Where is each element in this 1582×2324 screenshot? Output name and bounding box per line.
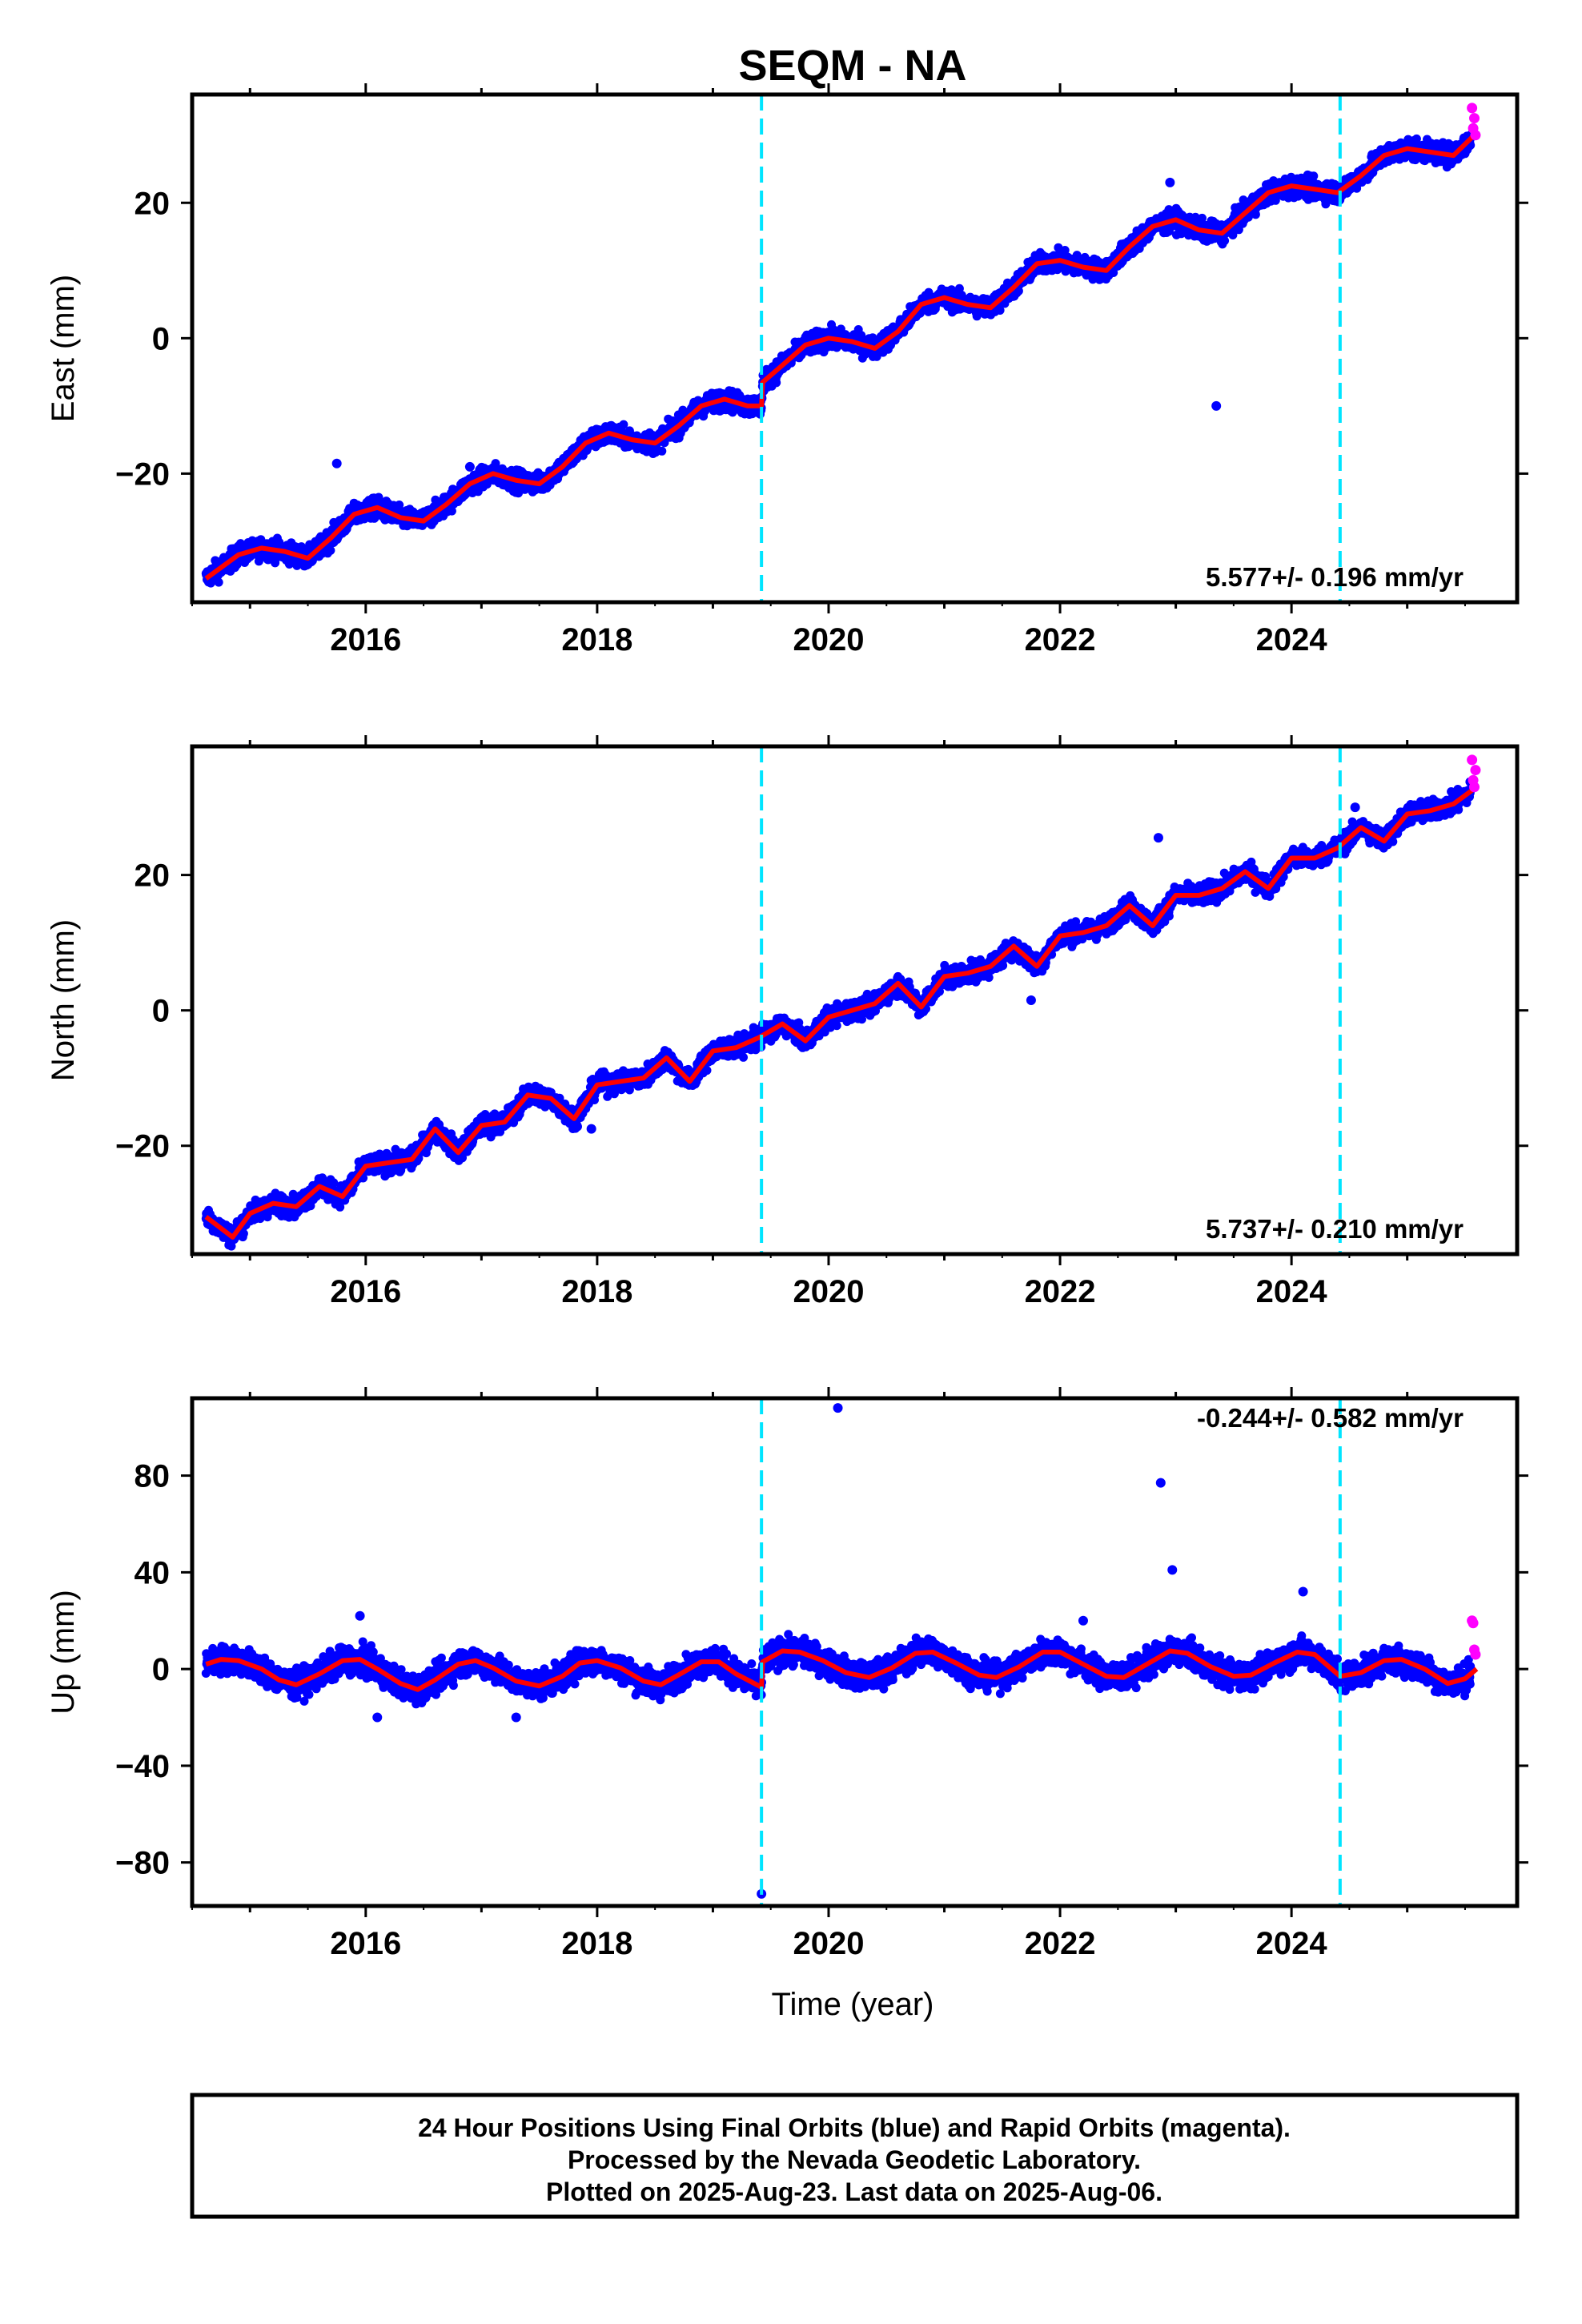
east-final-point [657,446,667,456]
north-final-point [227,1241,236,1251]
east-data-layer [201,94,1481,602]
east-final-point [1060,246,1070,255]
east-y-axis-label: East (mm) [46,275,81,422]
east-rate-label: 5.577+/- 0.196 mm/yr [1206,562,1464,592]
east-x-tick-label: 2024 [1256,622,1328,657]
east-final-point [1251,210,1260,219]
east-x-tick-label: 2022 [1025,622,1096,657]
east-final-point [214,577,223,587]
east-final-point [1309,171,1319,181]
east-outlier-point [464,461,475,472]
north-final-point [239,1228,248,1238]
east-plot-frame [190,92,1520,605]
panel-east: 2016 2018 2020 2022 2024 −20 0 20 East (mm) 5.5… [46,83,1528,657]
east-final-point [1411,134,1421,143]
east-y-tick-label: 20 [135,186,171,221]
north-final-point [318,1173,327,1183]
east-x-tick-label: 2016 [330,622,401,657]
east-outlier-point [1165,177,1175,187]
east-rapid-point [1467,103,1478,114]
east-final-point [1220,236,1230,246]
east-y-tick-label: −20 [115,456,170,492]
east-final-point [326,545,335,555]
east-axes-layer: 2016 2018 2020 2022 2024 −20 0 20 [115,83,1528,657]
east-outlier-point [331,458,342,468]
east-final-orbit-points [201,130,1476,588]
east-final-point [1228,231,1238,239]
east-x-tick-label: 2020 [793,622,864,657]
east-y-tick-label: 0 [152,321,170,356]
east-rapid-point [1469,113,1480,124]
east-final-point [995,306,1005,315]
north-plot-area [201,754,1481,1251]
east-outlier-point [1211,400,1222,411]
north-data-layer [201,746,1481,1254]
east-final-point [619,420,628,429]
east-final-point [491,459,500,468]
east-rapid-point [1470,130,1481,141]
east-x-tick-label: 2018 [561,622,632,657]
north-final-point [329,1178,339,1188]
east-rapid-orbit-points [1467,103,1481,141]
east-plot-area [201,103,1481,588]
east-final-point [772,378,781,388]
chart-title: SEQM - NA [738,42,966,90]
east-model-line [204,130,1479,581]
